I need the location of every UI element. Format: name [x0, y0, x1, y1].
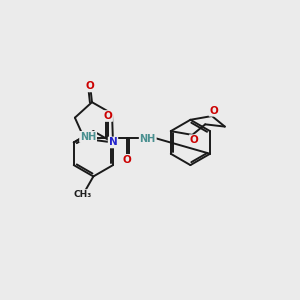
Text: O: O [86, 81, 94, 92]
Text: O: O [103, 111, 112, 121]
Text: O: O [209, 106, 218, 116]
Text: O: O [190, 135, 199, 145]
Text: CH₃: CH₃ [74, 190, 92, 199]
Text: NH: NH [140, 134, 156, 144]
Text: N: N [109, 137, 117, 148]
Text: O: O [123, 155, 132, 165]
Text: NH: NH [80, 132, 96, 142]
